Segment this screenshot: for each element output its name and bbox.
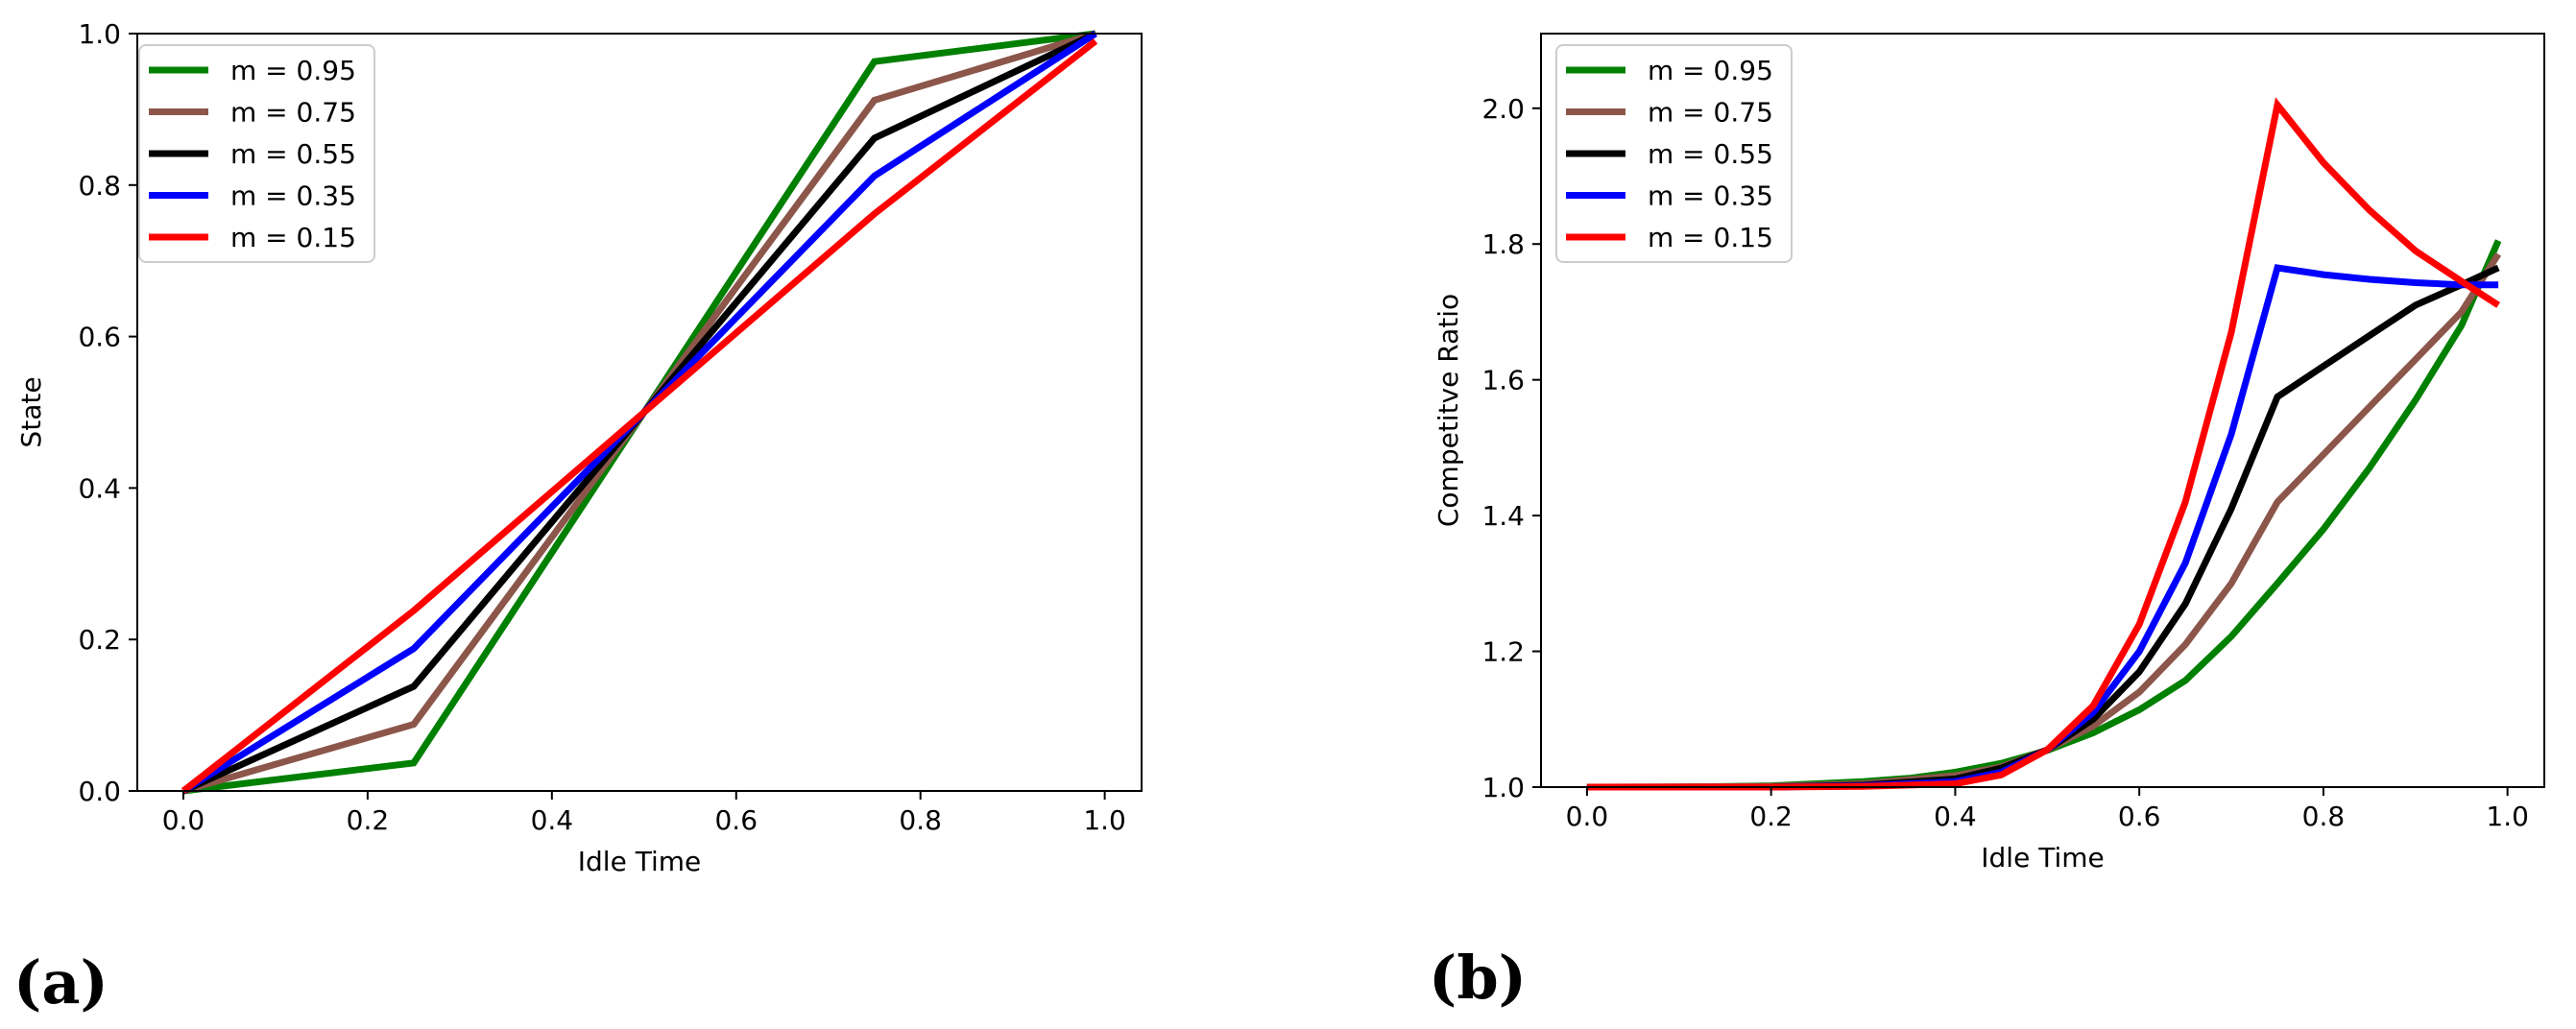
panel-b-x-tick-label: 1.0: [2486, 801, 2529, 832]
panel-b-y-axis-label: Competitve Ratio: [1432, 294, 1464, 527]
panel-a-x-tick-label: 0.2: [347, 804, 390, 836]
panel-b-legend: m = 0.95 m = 0.75 m = 0.55 m = 0.35 m = 0.15: [1555, 44, 1793, 263]
panel-b-legend-label-3: m = 0.35: [1648, 180, 1773, 212]
panel-a-y-tick-label: 0.2: [78, 624, 121, 656]
panel-a-y-axis-label: State: [15, 376, 47, 447]
panel-a-legend-label-4: m = 0.15: [230, 222, 356, 253]
panel-a-legend-label-1: m = 0.75: [230, 97, 356, 129]
panel-a-x-tick-label: 0.4: [531, 804, 574, 836]
panel-b-series-line-4: [1586, 97, 2500, 791]
panel-b-legend-label-4: m = 0.15: [1648, 222, 1773, 253]
panel-a-legend-box: [138, 44, 375, 263]
panel-a-ticks: 0.0 0.2 0.4 0.6 0.8 1.0 0.0 0.2 0.4 0.6 0.8 1.0: [78, 18, 1125, 836]
panel-b-legend-label-0: m = 0.95: [1648, 55, 1773, 86]
panel-b-legend-label-2: m = 0.55: [1648, 138, 1773, 170]
panel-a-y-tick-label: 0.8: [78, 170, 121, 202]
panel-b-x-tick-label: 0.8: [2302, 801, 2346, 832]
panel-b-y-tick-label: 1.8: [1481, 228, 1525, 260]
panel-b-x-tick-label: 0.4: [1934, 801, 1977, 832]
panel-a-y-tick-label: 0.4: [78, 472, 121, 504]
panel-b-x-tick-label: 0.6: [2118, 801, 2161, 832]
panel-b-x-tick-label: 0.2: [1749, 801, 1793, 832]
panel-a-x-tick-label: 0.8: [899, 804, 942, 836]
panel-a: 0.0 0.2 0.4 0.6 0.8 1.0 0.0 0.2 0.4 0.6 0.8 1.0 Idl…: [13, 18, 1143, 1017]
panel-b-y-tick-label: 1.6: [1481, 365, 1525, 396]
panel-b-series: [1586, 97, 2502, 791]
panel-a-y-tick-label: 1.0: [78, 18, 121, 50]
panel-b: 0.0 0.2 0.4 0.6 0.8 1.0 1.0 1.2 1.4 1.6 1.8 2.0 Idl…: [1429, 33, 2545, 1013]
panel-b-label: (b): [1429, 943, 1527, 1013]
panel-a-legend-label-0: m = 0.95: [230, 55, 356, 86]
panel-a-x-axis-label: Idle Time: [578, 846, 701, 877]
panel-b-y-tick-label: 2.0: [1481, 93, 1525, 125]
panel-a-legend-label-3: m = 0.35: [230, 180, 356, 212]
panel-a-legend: m = 0.95 m = 0.75 m = 0.55 m = 0.35 m = 0.15: [138, 44, 375, 263]
panel-a-axes-frame: [136, 33, 1143, 792]
panel-a-series-line-4: [181, 38, 1098, 794]
panel-a-y-tick-label: 0.0: [78, 776, 121, 807]
panel-a-y-tick-label: 0.6: [78, 322, 121, 353]
panel-a-series: [181, 30, 1098, 795]
panel-a-label: (a): [13, 947, 108, 1017]
panel-a-legend-label-2: m = 0.55: [230, 138, 356, 170]
panel-b-ticks: 0.0 0.2 0.4 0.6 0.8 1.0 1.0 1.2 1.4 1.6 1.8 2.0: [1481, 93, 2528, 832]
panel-a-x-tick-label: 0.0: [162, 804, 205, 836]
panel-b-legend-box: [1555, 44, 1793, 263]
panel-b-y-tick-label: 1.4: [1481, 500, 1525, 532]
panel-b-y-tick-label: 1.2: [1481, 636, 1525, 668]
panel-a-x-tick-label: 0.6: [714, 804, 758, 836]
panel-b-x-tick-label: 0.0: [1566, 801, 1609, 832]
panel-b-axes-frame: [1540, 33, 2545, 788]
panel-b-x-axis-label: Idle Time: [1981, 842, 2104, 873]
panel-b-legend-label-1: m = 0.75: [1648, 97, 1773, 129]
panel-a-x-tick-label: 1.0: [1083, 804, 1126, 836]
panel-b-y-tick-label: 1.0: [1481, 772, 1525, 803]
